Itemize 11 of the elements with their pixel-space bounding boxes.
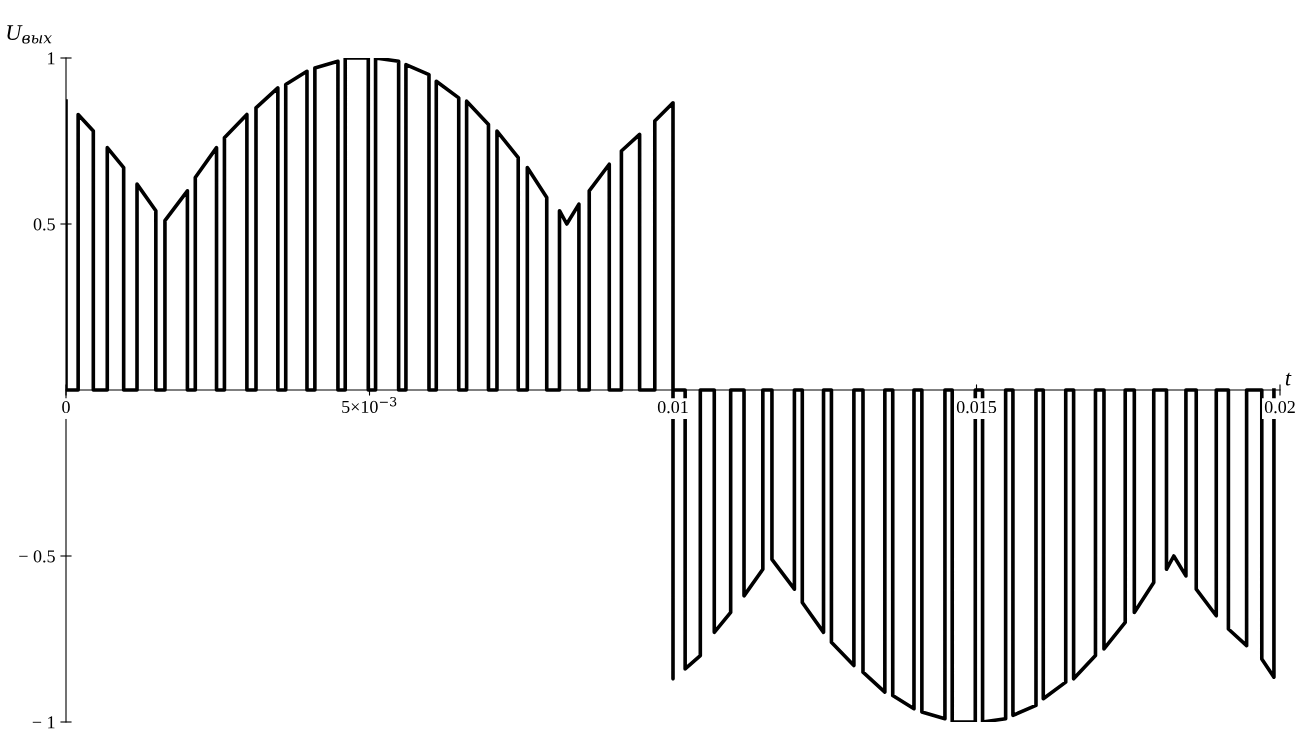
x-axis-title: t bbox=[1285, 372, 1292, 386]
y-axis-title: U$_{вых}$ bbox=[7, 25, 52, 44]
y-tick-label: − 1 bbox=[32, 716, 55, 729]
x-tick-label: 0.015 bbox=[956, 400, 997, 414]
x-tick-label: 0.02 bbox=[1264, 400, 1295, 414]
y-tick-label: 1 bbox=[48, 52, 55, 65]
y-tick-label: − 0.5 bbox=[19, 550, 55, 563]
x-tick-label: 0 bbox=[62, 400, 70, 414]
y-tick-label: 0.5 bbox=[33, 218, 55, 231]
x-tick-label: 5×10$^{−3}$ bbox=[342, 396, 397, 413]
x-tick-label: 0.01 bbox=[657, 400, 688, 414]
